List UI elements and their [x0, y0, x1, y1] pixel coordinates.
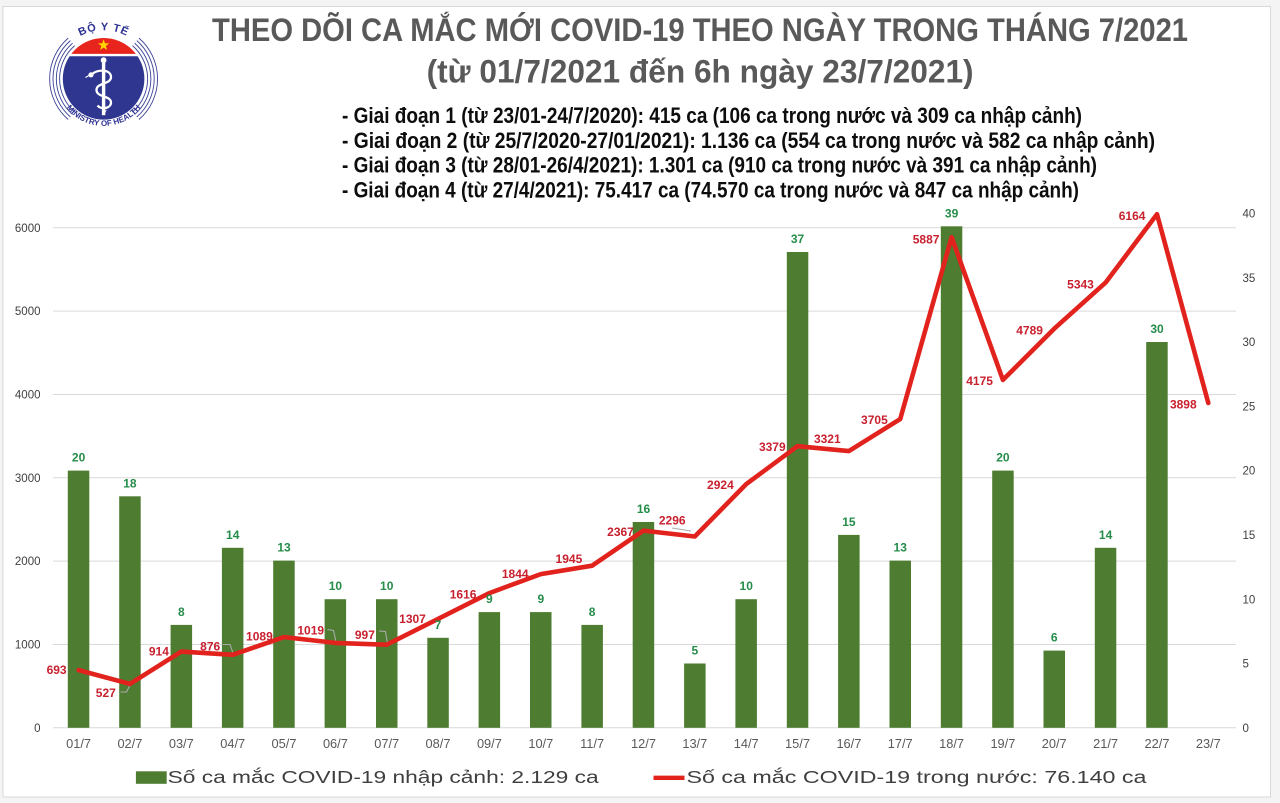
svg-text:39: 39	[945, 206, 959, 220]
svg-text:12/7: 12/7	[631, 736, 656, 751]
svg-text:4789: 4789	[1016, 324, 1043, 338]
svg-text:4000: 4000	[15, 390, 41, 402]
svg-text:20/7: 20/7	[1042, 736, 1067, 751]
svg-text:1089: 1089	[246, 629, 273, 643]
svg-text:1307: 1307	[399, 612, 426, 626]
svg-text:3000: 3000	[15, 473, 41, 485]
svg-text:2367: 2367	[607, 525, 634, 539]
svg-text:876: 876	[200, 639, 220, 653]
svg-text:13/7: 13/7	[682, 736, 707, 751]
svg-text:1844: 1844	[502, 567, 529, 581]
svg-text:4175: 4175	[966, 374, 993, 388]
svg-text:15: 15	[842, 515, 856, 529]
svg-text:35: 35	[1243, 273, 1256, 285]
svg-text:10: 10	[380, 579, 394, 593]
svg-text:- Giai đoạn 4 (từ 27/4/2021):: - Giai đoạn 4 (từ 27/4/2021): 75.417 ca …	[342, 177, 1079, 202]
svg-text:1000: 1000	[15, 640, 41, 652]
svg-text:9: 9	[537, 592, 544, 606]
svg-text:15: 15	[1243, 530, 1256, 542]
svg-text:6000: 6000	[15, 223, 41, 235]
svg-text:15/7: 15/7	[785, 736, 810, 751]
svg-text:9: 9	[486, 592, 493, 606]
svg-text:10: 10	[740, 579, 754, 593]
svg-text:25: 25	[1243, 401, 1256, 413]
svg-text:5000: 5000	[15, 306, 41, 318]
svg-text:2924: 2924	[707, 478, 734, 492]
svg-text:2296: 2296	[659, 513, 686, 527]
svg-text:Số ca mắc COVID-19 nhập cảnh:: Số ca mắc COVID-19 nhập cảnh: 2.129 ca	[168, 766, 599, 787]
svg-text:8: 8	[589, 605, 596, 619]
svg-text:13: 13	[277, 541, 291, 555]
svg-text:14: 14	[226, 528, 240, 542]
svg-text:06/7: 06/7	[323, 736, 348, 751]
svg-text:11/7: 11/7	[580, 736, 604, 751]
svg-text:7: 7	[435, 618, 442, 632]
svg-text:14/7: 14/7	[734, 736, 759, 751]
svg-text:1019: 1019	[297, 623, 324, 637]
svg-text:08/7: 08/7	[426, 736, 451, 751]
svg-text:THEO DÕI CA MẮC MỚI COVID-19 T: THEO DÕI CA MẮC MỚI COVID-19 THEO NGÀY T…	[212, 12, 1188, 48]
svg-text:16/7: 16/7	[836, 736, 861, 751]
svg-text:693: 693	[47, 663, 67, 677]
svg-text:30: 30	[1243, 337, 1256, 349]
svg-text:09/7: 09/7	[477, 736, 502, 751]
svg-text:07/7: 07/7	[374, 736, 399, 751]
svg-text:2000: 2000	[15, 556, 41, 568]
svg-text:997: 997	[355, 628, 375, 642]
svg-text:3705: 3705	[861, 413, 888, 427]
svg-text:5343: 5343	[1067, 278, 1094, 292]
svg-text:3898: 3898	[1170, 397, 1197, 411]
svg-text:914: 914	[149, 645, 169, 659]
svg-text:5887: 5887	[913, 233, 940, 247]
svg-text:- Giai đoạn 2 (từ 25/7/2020-27: - Giai đoạn 2 (từ 25/7/2020-27/01/2021):…	[342, 128, 1155, 153]
svg-text:21/7: 21/7	[1093, 736, 1118, 751]
svg-text:0: 0	[1243, 723, 1249, 735]
svg-text:01/7: 01/7	[66, 736, 91, 751]
svg-text:0: 0	[34, 723, 40, 735]
svg-text:23/7: 23/7	[1196, 736, 1221, 751]
svg-text:3321: 3321	[814, 432, 841, 446]
svg-text:10: 10	[329, 579, 343, 593]
svg-text:3379: 3379	[759, 440, 786, 454]
svg-text:18/7: 18/7	[939, 736, 964, 751]
svg-text:527: 527	[96, 686, 116, 700]
svg-text:13: 13	[894, 541, 908, 555]
svg-text:Số ca mắc COVID-19 trong nước:: Số ca mắc COVID-19 trong nước: 76.140 ca	[687, 766, 1147, 787]
svg-text:18: 18	[123, 476, 137, 490]
svg-text:8: 8	[178, 605, 185, 619]
svg-text:04/7: 04/7	[220, 736, 245, 751]
svg-text:5: 5	[1243, 659, 1249, 671]
svg-text:30: 30	[1150, 322, 1164, 336]
svg-text:6: 6	[1051, 631, 1058, 645]
svg-text:(từ 01/7/2021 đến 6h ngày 23/7: (từ 01/7/2021 đến 6h ngày 23/7/2021)	[427, 53, 974, 89]
svg-text:19/7: 19/7	[990, 736, 1015, 751]
svg-text:1616: 1616	[450, 587, 477, 601]
svg-text:BỘ Y TẾ: BỘ Y TẾ	[77, 21, 132, 39]
svg-text:6164: 6164	[1119, 209, 1146, 223]
svg-text:05/7: 05/7	[272, 736, 297, 751]
svg-text:20: 20	[72, 451, 86, 465]
svg-text:- Giai đoạn 1 (từ 23/01-24/7/2: - Giai đoạn 1 (từ 23/01-24/7/2020): 415 …	[342, 103, 1082, 128]
svg-text:16: 16	[637, 502, 651, 516]
svg-text:10/7: 10/7	[528, 736, 553, 751]
svg-text:- Giai đoạn 3 (từ 28/01-26/4/2: - Giai đoạn 3 (từ 28/01-26/4/2021): 1.30…	[342, 153, 1097, 178]
svg-text:20: 20	[996, 451, 1010, 465]
svg-text:17/7: 17/7	[888, 736, 913, 751]
svg-text:1945: 1945	[556, 552, 583, 566]
svg-text:37: 37	[791, 232, 805, 246]
svg-text:10: 10	[1243, 594, 1256, 606]
svg-text:20: 20	[1243, 466, 1256, 478]
svg-text:03/7: 03/7	[169, 736, 194, 751]
svg-text:02/7: 02/7	[117, 736, 142, 751]
svg-text:14: 14	[1099, 528, 1113, 542]
svg-text:40: 40	[1243, 209, 1256, 221]
svg-text:22/7: 22/7	[1145, 736, 1170, 751]
svg-text:5: 5	[691, 644, 698, 658]
